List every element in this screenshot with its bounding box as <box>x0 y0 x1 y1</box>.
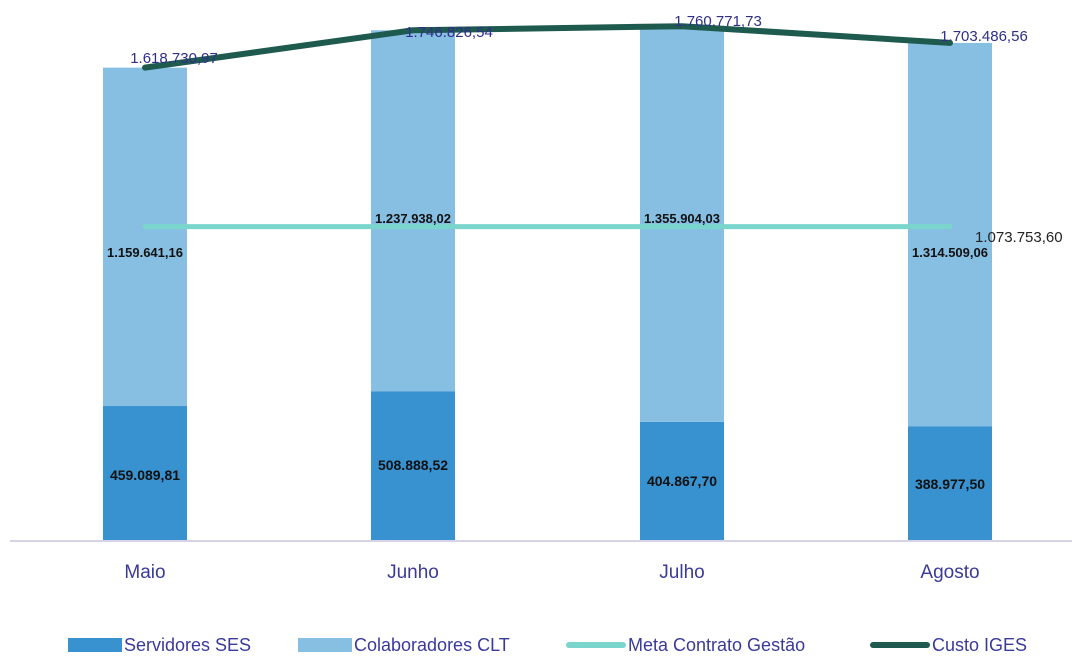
legend-item-custo-iges: Custo IGES <box>870 634 1027 656</box>
data-label-custo-iges: 1.703.486,56 <box>940 28 1028 45</box>
data-label-custo-iges: 1.618.730,97 <box>130 50 218 67</box>
bar-servidores-ses <box>640 421 724 540</box>
data-label-servidores-ses: 404.867,70 <box>647 473 717 489</box>
bar-colaboradores-clt <box>371 30 455 392</box>
bar-servidores-ses <box>371 391 455 540</box>
data-label-colaboradores-clt: 1.314.509,06 <box>912 245 988 260</box>
legend-swatch-servidores-ses <box>68 638 122 652</box>
bar-colaboradores-clt <box>908 42 992 427</box>
legend-swatch-custo-iges <box>870 642 930 648</box>
data-label-colaboradores-clt: 1.237.938,02 <box>375 211 451 226</box>
legend-label-custo-iges: Custo IGES <box>932 634 1028 655</box>
legend-label-servidores-ses: Servidores SES <box>124 634 252 655</box>
legend-label-colaboradores-clt: Colaboradores CLT <box>354 634 510 655</box>
data-label-custo-iges: 1.760.771,73 <box>674 13 762 30</box>
legend-swatch-meta-contrato-gestao <box>566 642 626 648</box>
data-label-custo-iges: 1.746.826,54 <box>405 24 493 41</box>
x-tick-label: Julho <box>659 562 704 583</box>
data-label-colaboradores-clt: 1.159.641,16 <box>107 245 183 260</box>
data-label-servidores-ses: 459.089,81 <box>110 467 180 483</box>
bar-servidores-ses <box>103 406 187 540</box>
data-label-servidores-ses: 508.888,52 <box>378 457 448 473</box>
bar-servidores-ses <box>908 426 992 540</box>
data-label-servidores-ses: 388.977,50 <box>915 476 985 492</box>
legend-swatch-colaboradores-clt <box>298 638 352 652</box>
legend-item-servidores-ses: Servidores SES <box>68 634 251 656</box>
x-tick-label: Agosto <box>920 562 979 583</box>
legend-item-meta-contrato-gestao: Meta Contrato Gestão <box>566 634 805 656</box>
x-tick-label: Junho <box>387 562 439 583</box>
legend: Servidores SES Colaboradores CLT Meta Co… <box>0 634 1072 658</box>
data-label-colaboradores-clt: 1.355.904,03 <box>644 211 720 226</box>
bar-colaboradores-clt <box>640 26 724 422</box>
bar-colaboradores-clt <box>103 67 187 407</box>
series-line-custo-iges <box>142 23 953 71</box>
legend-label-meta-contrato-gestao: Meta Contrato Gestão <box>628 634 806 655</box>
legend-item-colaboradores-clt: Colaboradores CLT <box>298 634 510 656</box>
x-tick-label: Maio <box>124 562 165 583</box>
data-label-meta-contrato-gestao: 1.073.753,60 <box>975 229 1063 246</box>
